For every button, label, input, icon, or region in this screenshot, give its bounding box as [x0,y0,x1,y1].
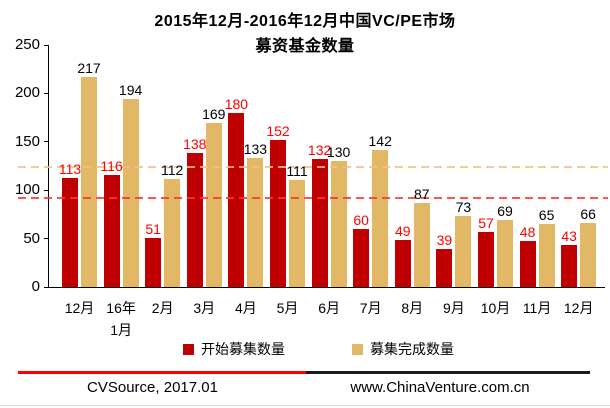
bar-value-label: 51 [145,220,161,237]
bar-completed [81,76,97,287]
bar-completed [247,158,264,287]
x-axis-label: 4月 [234,300,257,316]
bar-value-label: 48 [519,223,536,240]
bar-value-label: 49 [395,222,411,239]
bar-value-label: 111 [286,162,308,179]
bar-value-label: 66 [580,206,596,223]
x-axis-label: 6月 [318,300,340,316]
bar-value-label: 116 [100,157,123,174]
plot-area [48,45,605,287]
y-axis-tick-label: 100 [14,181,40,199]
x-axis-label: 2月 [151,300,174,316]
bar-value-label: 43 [561,228,577,245]
bar-completed [538,224,555,287]
bar-completed [164,178,181,287]
bar-value-label: 180 [224,95,249,112]
x-axis-line [48,287,605,288]
legend-swatch-completed [352,343,363,355]
footer-rule-right [306,371,590,374]
bar-value-label: 73 [455,199,472,216]
y-axis-tick-label: 200 [14,84,40,102]
bar-value-label: 113 [58,160,82,177]
x-axis-label: 8月 [401,300,424,316]
footer-rule-left [18,371,306,374]
legend-label-completed: 募集完成数量 [370,341,454,357]
y-axis-tick-label: 250 [14,36,40,53]
bar-value-label: 60 [353,211,369,228]
legend: 开始募集数量 募集完成数量 [0,339,610,359]
bar-completed [289,179,305,287]
y-axis-tick [44,92,49,94]
bar-completed [372,149,389,287]
bar-value-label: 65 [538,207,555,224]
y-axis-tick [44,141,49,143]
y-axis-tick-label: 50 [23,229,40,247]
bar-value-label: 142 [368,132,392,149]
bar-started [103,174,120,287]
reference-line [18,165,608,168]
bar-started [186,153,203,287]
y-axis-tick-label: 150 [14,132,40,150]
reference-line [18,196,608,199]
bar-completed [413,202,430,287]
bar-completed [205,123,222,287]
bottom-divider [0,405,610,406]
bar-started [394,239,411,287]
x-axis-label: 5月 [276,300,299,316]
x-axis-label: 3月 [193,300,216,316]
x-axis-label: 10月 [480,300,511,316]
bar-started [519,240,536,287]
x-axis-label: 9月 [442,300,465,316]
bar-completed [122,99,139,287]
bar-completed [497,220,513,287]
y-axis-tick [44,44,49,46]
y-axis-tick-label: 0 [31,278,40,295]
bar-value-label: 132 [307,142,332,159]
bar-started [478,231,494,287]
x-axis-label: 7月 [359,300,382,316]
bar-value-label: 130 [326,144,351,161]
x-axis-label: 12月 [563,300,594,316]
bar-started [353,228,370,287]
bar-completed [455,216,472,287]
bar-started [436,249,453,287]
y-axis-tick [44,189,49,191]
bar-started [228,112,245,287]
bar-completed [580,223,597,287]
legend-item-completed: 募集完成数量 [352,339,454,359]
y-axis-tick [44,286,49,288]
x-axis-label: 12月 [64,300,95,316]
footer-website: www.ChinaVenture.com.cn [350,379,530,396]
bar-value-label: 138 [183,136,207,153]
bar-started [311,159,328,287]
chart-title: 2015年12月-2016年12月中国VC/PE市场 [154,13,456,30]
bar-value-label: 217 [77,59,101,76]
legend-swatch-started [183,343,194,355]
bar-completed [330,161,347,287]
y-axis-tick [44,238,49,240]
bar-value-label: 39 [436,232,453,249]
bar-value-label: 169 [202,106,226,123]
bar-value-label: 152 [266,122,290,139]
bar-value-label: 87 [414,185,430,202]
bar-started [270,139,286,287]
bar-started [145,237,162,287]
bar-started [561,245,578,287]
bar-value-label: 133 [243,141,268,158]
chart-subtitle: 募资基金数量 [255,38,355,55]
legend-item-started: 开始募集数量 [183,339,285,359]
bar-value-label: 112 [161,161,184,178]
bar-value-label: 69 [497,203,513,220]
bar-started [62,177,78,287]
bar-value-label: 194 [118,82,143,99]
x-axis-label: 11月 [522,300,552,316]
legend-label-started: 开始募集数量 [201,341,285,357]
bar-value-label: 57 [478,214,494,231]
footer-source: CVSource, 2017.01 [87,379,218,396]
x-axis-label: 16年 1月 [106,300,136,338]
